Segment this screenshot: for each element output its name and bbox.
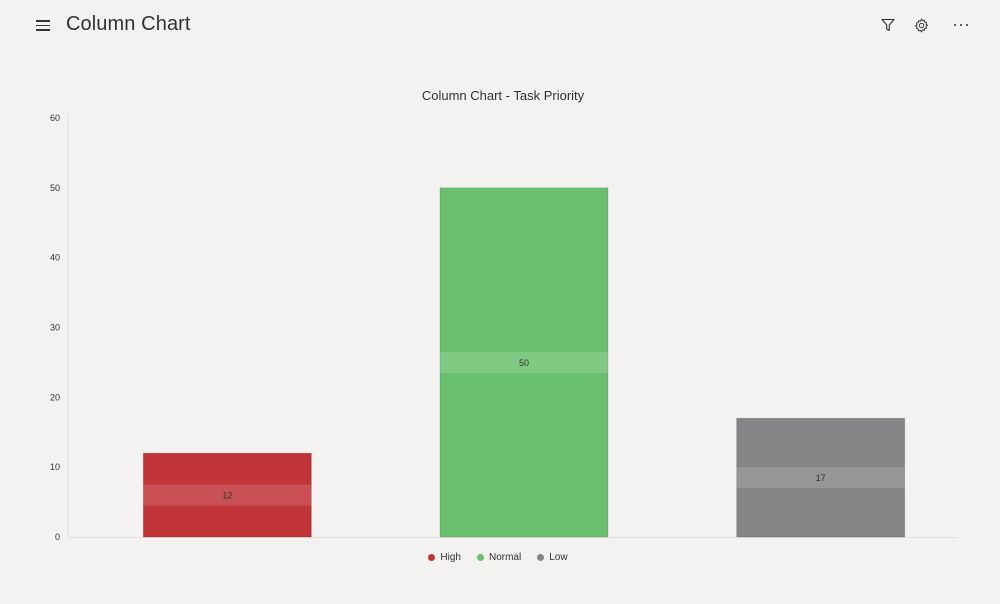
more-icon[interactable] <box>952 16 970 34</box>
bar-normal <box>439 187 609 538</box>
legend-marker <box>428 554 436 561</box>
legend-label: Normal <box>488 552 522 563</box>
chart-legend: High Normal Low <box>0 552 996 563</box>
legend-item-normal[interactable]: Normal <box>476 552 522 563</box>
data-label: 17 <box>816 473 826 483</box>
legend-marker <box>476 554 484 561</box>
hamburger-menu-icon[interactable] <box>36 20 50 31</box>
header-bar: Column Chart <box>0 0 1000 52</box>
filter-icon[interactable] <box>879 16 897 34</box>
y-tick-label: 30 <box>50 323 60 333</box>
legend-label: High <box>440 552 461 563</box>
y-tick-label: 50 <box>50 183 60 193</box>
legend-label: Low <box>549 552 568 563</box>
data-label-band <box>440 351 608 373</box>
y-tick-label: 0 <box>55 532 60 542</box>
gear-icon[interactable] <box>912 16 930 34</box>
y-tick-label: 60 <box>50 113 60 123</box>
chart-area: Column Chart - Task Priority 0 10 20 30 40 50… <box>0 60 1000 600</box>
y-tick-label: 10 <box>50 462 60 472</box>
bar-high <box>142 452 312 538</box>
page-title: Column Chart <box>66 13 191 35</box>
data-label: 12 <box>222 491 232 501</box>
legend-marker <box>537 554 545 561</box>
legend-item-high[interactable]: High <box>428 552 461 563</box>
data-label-band <box>736 467 905 489</box>
data-label-band <box>143 484 312 506</box>
data-label: 50 <box>519 358 529 368</box>
legend-item-low[interactable]: Low <box>537 552 568 563</box>
chart-title: Column Chart - Task Priority <box>421 88 585 103</box>
column-chart: 0 10 20 30 40 50 60 12 50 17 <box>50 113 958 542</box>
y-tick-label: 40 <box>50 253 60 263</box>
bar-low <box>736 417 906 538</box>
y-tick-label: 20 <box>50 392 60 402</box>
